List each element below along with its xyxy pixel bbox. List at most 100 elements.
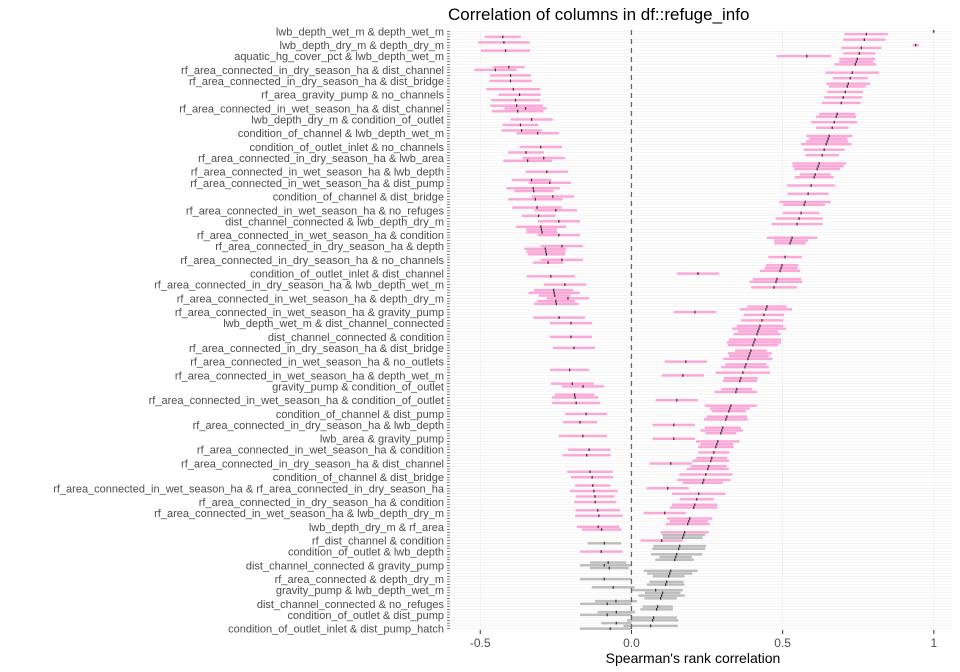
estimate-point (710, 459, 712, 463)
estimate-point (747, 357, 749, 361)
estimate-point (588, 448, 590, 452)
estimate-point (494, 68, 496, 72)
estimate-point (575, 401, 577, 405)
estimate-point (525, 151, 527, 154)
estimate-point (726, 415, 728, 419)
estimate-point (761, 318, 763, 322)
y-tick-label: rf_area_connected_in_wet_season_ha & dis… (179, 103, 444, 115)
estimate-point (564, 283, 566, 286)
estimate-point (678, 547, 680, 551)
estimate-point (603, 563, 605, 567)
y-tick-label: dist_channel_connected & lwb_depth_dry_m (225, 216, 444, 228)
estimate-point (537, 131, 539, 135)
estimate-point (711, 456, 713, 460)
estimate-point (615, 610, 617, 614)
estimate-point (561, 258, 563, 262)
estimate-point (823, 148, 825, 152)
estimate-point (847, 82, 849, 86)
estimate-point (540, 225, 542, 229)
estimate-point (933, 30, 935, 33)
y-tick-label: rf_area_connected_in_dry_season_ha & dis… (181, 458, 444, 470)
estimate-point (745, 363, 747, 366)
estimate-point (685, 360, 687, 364)
ci-bar (776, 54, 832, 58)
y-tick-label: rf_area_connected_in_wet_season_ha & dep… (177, 293, 444, 305)
estimate-point (739, 379, 741, 383)
estimate-point (582, 434, 584, 438)
estimate-point (682, 374, 684, 377)
estimate-point (827, 137, 829, 141)
estimate-point (615, 599, 617, 603)
estimate-point (803, 203, 805, 207)
estimate-point (606, 613, 608, 617)
estimate-point (519, 123, 522, 127)
estimate-point (516, 104, 518, 108)
y-tick-label: condition_of_outlet_inlet & dist_pump_ha… (228, 624, 444, 636)
estimate-point (594, 495, 596, 498)
estimate-point (757, 330, 759, 333)
estimate-point (817, 164, 819, 168)
estimate-point (670, 569, 672, 573)
estimate-point (662, 591, 664, 595)
y-tick-label: condition_of_channel & dist_bridge (273, 472, 444, 484)
estimate-point (656, 607, 658, 611)
estimate-point (673, 423, 675, 427)
y-tick-label: rf_area_connected_in_dry_season_ha & lwb… (198, 153, 445, 165)
estimate-point (688, 519, 690, 523)
estimate-point (720, 431, 722, 435)
estimate-point (729, 407, 731, 410)
estimate-point (798, 217, 800, 220)
estimate-point (545, 252, 548, 256)
estimate-point (543, 156, 545, 160)
estimate-point (759, 324, 761, 328)
estimate-point (570, 335, 572, 339)
estimate-point (538, 214, 540, 218)
estimate-point (504, 49, 507, 53)
estimate-point (532, 186, 534, 190)
estimate-point (717, 440, 719, 443)
estimate-point (509, 79, 512, 83)
estimate-point (705, 473, 707, 476)
estimate-point (791, 236, 793, 240)
estimate-point (855, 60, 857, 64)
y-tick-label: dist_channel_connected & gravity_pump (246, 560, 444, 572)
estimate-point (694, 310, 696, 314)
estimate-point (674, 558, 676, 562)
estimate-point (775, 280, 777, 284)
estimate-point (592, 484, 594, 487)
estimate-point (856, 57, 858, 61)
estimate-point (683, 533, 685, 537)
estimate-point (649, 624, 652, 628)
estimate-point (707, 467, 709, 471)
estimate-point (518, 93, 521, 97)
estimate-point (668, 574, 670, 578)
estimate-point (555, 299, 557, 303)
estimate-point (826, 140, 828, 143)
ci-bar (580, 613, 632, 617)
estimate-point (552, 195, 554, 198)
estimate-point (561, 244, 563, 248)
y-tick-label: rf_area_connected_in_dry_season_ha & no_… (180, 255, 444, 267)
estimate-point (784, 255, 786, 259)
estimate-point (514, 98, 517, 102)
estimate-point (673, 437, 675, 441)
y-tick-label: rf_area_connected_in_dry_season_ha & dis… (189, 343, 444, 355)
y-tick-label: gravity_pump & condition_of_outlet (272, 381, 444, 393)
estimate-point (568, 368, 571, 372)
estimate-point (915, 43, 917, 47)
estimate-point (752, 343, 754, 347)
estimate-point (742, 371, 744, 375)
y-tick-label: rf_area_connected_in_wet_season_ha & no_… (190, 357, 444, 369)
estimate-point (667, 486, 669, 490)
estimate-point (851, 71, 853, 75)
estimate-point (715, 445, 717, 449)
estimate-point (698, 492, 700, 496)
estimate-point (512, 87, 514, 91)
estimate-point (547, 261, 549, 264)
estimate-point (664, 511, 666, 515)
y-axis-labels: lwb_depth_wet_m & depth_wet_m lwb_depth_d… (53, 26, 450, 636)
estimate-point (558, 316, 560, 319)
estimate-point (600, 550, 602, 553)
estimate-point (721, 429, 723, 432)
estimate-point (863, 38, 865, 42)
